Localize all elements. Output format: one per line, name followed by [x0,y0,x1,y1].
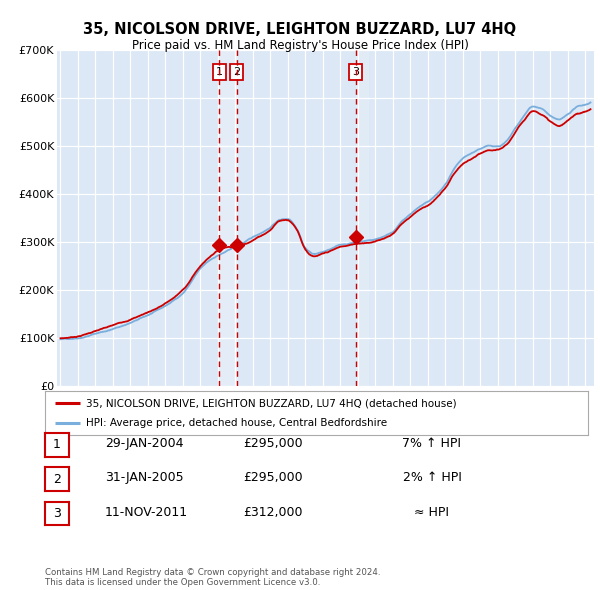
Text: 1: 1 [53,438,61,451]
Text: 7% ↑ HPI: 7% ↑ HPI [403,437,461,450]
Text: £295,000: £295,000 [243,471,303,484]
Bar [220,50,237,386]
Text: 31-JAN-2005: 31-JAN-2005 [105,471,184,484]
Text: 2: 2 [53,473,61,486]
Text: £312,000: £312,000 [243,506,303,519]
Text: ≈ HPI: ≈ HPI [415,506,449,519]
Text: 2% ↑ HPI: 2% ↑ HPI [403,471,461,484]
Text: 29-JAN-2004: 29-JAN-2004 [105,437,184,450]
Text: HPI: Average price, detached house, Central Bedfordshire: HPI: Average price, detached house, Cent… [86,418,387,428]
Text: 35, NICOLSON DRIVE, LEIGHTON BUZZARD, LU7 4HQ: 35, NICOLSON DRIVE, LEIGHTON BUZZARD, LU… [83,22,517,37]
Text: 11-NOV-2011: 11-NOV-2011 [105,506,188,519]
Text: Price paid vs. HM Land Registry's House Price Index (HPI): Price paid vs. HM Land Registry's House … [131,39,469,52]
Text: Contains HM Land Registry data © Crown copyright and database right 2024.
This d: Contains HM Land Registry data © Crown c… [45,568,380,587]
Text: 35, NICOLSON DRIVE, LEIGHTON BUZZARD, LU7 4HQ (detached house): 35, NICOLSON DRIVE, LEIGHTON BUZZARD, LU… [86,398,457,408]
Text: £295,000: £295,000 [243,437,303,450]
Text: 3: 3 [53,507,61,520]
Bar [356,50,368,386]
Text: 3: 3 [352,67,359,77]
Text: 1: 1 [216,67,223,77]
Text: 2: 2 [233,67,241,77]
